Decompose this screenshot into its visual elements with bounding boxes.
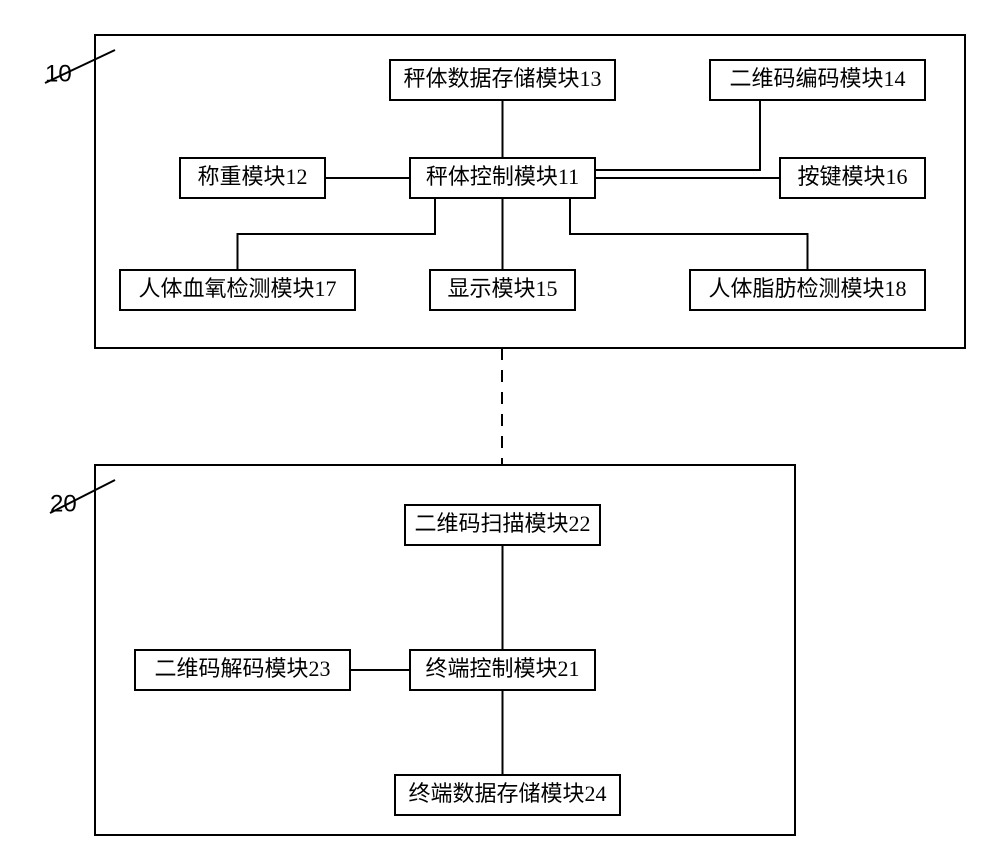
node-label-n15: 显示模块15 <box>447 276 557 301</box>
node-label-n14: 二维码编码模块14 <box>729 66 905 91</box>
edge-n11-n17 <box>238 198 436 270</box>
node-label-n21: 终端控制模块21 <box>425 656 579 681</box>
group-label-10: 10 <box>45 60 72 87</box>
node-label-n18: 人体脂肪检测模块18 <box>708 276 906 301</box>
node-label-n13: 秤体数据存储模块13 <box>403 66 601 91</box>
node-label-n23: 二维码解码模块23 <box>154 656 330 681</box>
node-label-n12: 称重模块12 <box>197 164 307 189</box>
edge-n14-n11 <box>595 100 760 170</box>
group-label-20: 20 <box>50 490 77 517</box>
node-label-n22: 二维码扫描模块22 <box>414 511 590 536</box>
node-label-n16: 按键模块16 <box>797 164 907 189</box>
node-label-n11: 秤体控制模块11 <box>426 164 579 189</box>
edge-n11-n18 <box>570 198 808 270</box>
node-label-n17: 人体血氧检测模块17 <box>138 276 336 301</box>
node-label-n24: 终端数据存储模块24 <box>408 781 606 806</box>
